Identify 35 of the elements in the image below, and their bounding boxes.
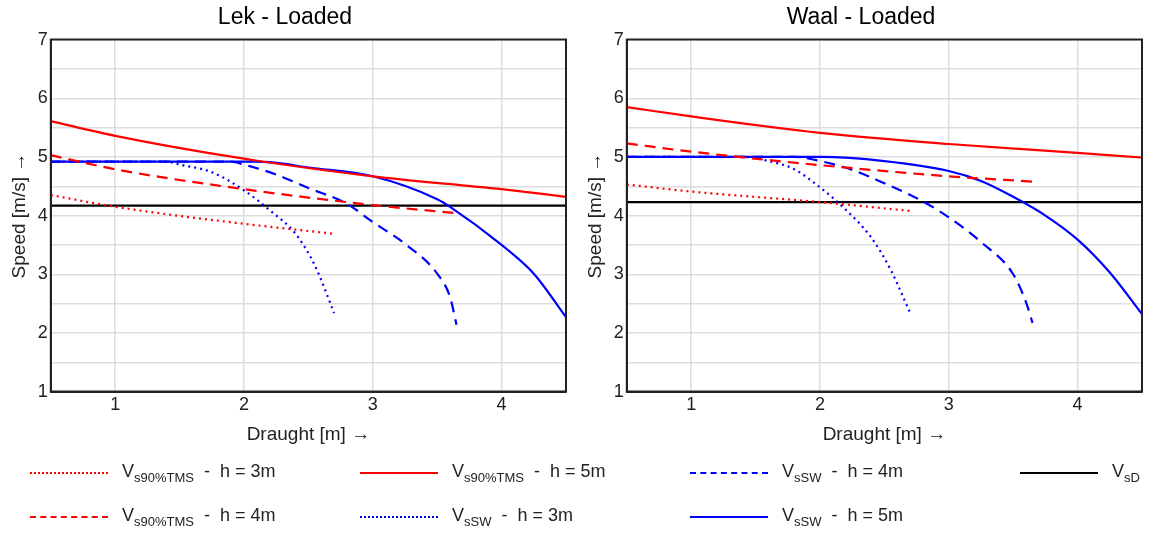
y-tick-label: 1 [37, 380, 48, 401]
y-tick-label: 7 [37, 28, 48, 49]
legend-label: V$_{s90%TMS}$ - h = 4m [122, 505, 276, 529]
x-tick-label: 2 [815, 394, 826, 415]
y-tick-label: 6 [37, 87, 48, 108]
x-tick-label: 4 [1072, 394, 1083, 415]
y-axis-title: Speed [m/s] → [7, 152, 29, 279]
legend-label: V$_{sSW}$ - h = 4m [782, 461, 903, 485]
legend-label: V$_{s90%TMS}$ - h = 3m [122, 461, 276, 485]
y-tick-label: 1 [613, 380, 624, 401]
y-tick-label: 2 [37, 321, 48, 342]
y-tick-label: 6 [613, 87, 624, 108]
x-tick-label: 3 [367, 394, 378, 415]
y-tick-label: 3 [613, 263, 624, 284]
x-tick-label: 1 [686, 394, 697, 415]
x-tick-label: 2 [239, 394, 250, 415]
x-tick-label: 4 [496, 394, 507, 415]
legend-label: V$_{sSW}$ - h = 3m [452, 505, 573, 529]
legend-label: V$_{sSW}$ - h = 5m [782, 505, 903, 529]
x-axis-title: Draught [m] → [822, 422, 947, 444]
y-tick-label: 7 [613, 28, 624, 49]
chart-title: Waal - Loaded [786, 3, 936, 30]
y-tick-label: 5 [613, 145, 624, 166]
x-tick-label: 3 [943, 394, 954, 415]
chart-title: Lek - Loaded [217, 3, 353, 30]
y-tick-label: 2 [613, 321, 624, 342]
y-tick-label: 4 [613, 204, 624, 225]
y-tick-label: 5 [37, 145, 48, 166]
y-tick-label: 4 [37, 204, 48, 225]
legend-label: V$_{s90%TMS}$ - h = 5m [452, 461, 606, 485]
x-axis-title: Draught [m] → [246, 422, 371, 444]
x-tick-label: 1 [110, 394, 121, 415]
legend-label: V$_{sD}$ [1112, 461, 1140, 485]
y-tick-label: 3 [37, 263, 48, 284]
y-axis-title: Speed [m/s] → [583, 152, 605, 279]
